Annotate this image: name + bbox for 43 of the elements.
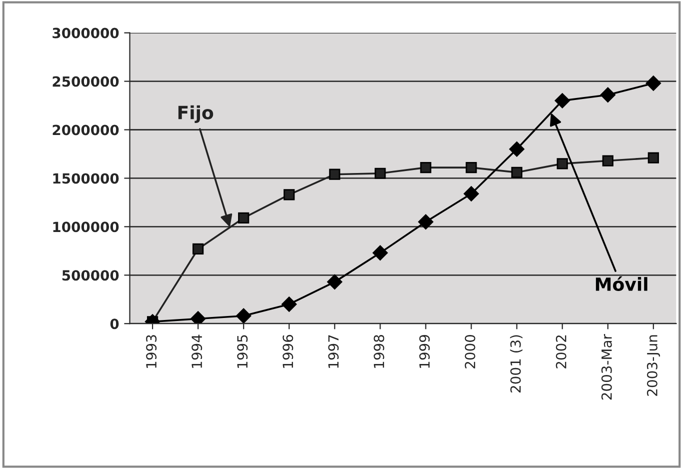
point — [282, 296, 297, 312]
x-tick-label: 1998 — [374, 334, 384, 368]
point — [420, 162, 432, 174]
point — [327, 274, 342, 290]
point — [284, 189, 295, 200]
point — [511, 166, 522, 178]
x-tick-label: 2003-Mar — [601, 334, 612, 400]
x-tick-label: 2000 — [464, 334, 476, 368]
y-tick-label: 1000000 — [53, 222, 119, 232]
point — [554, 93, 570, 108]
point — [509, 142, 524, 157]
point — [646, 76, 661, 91]
x-tick-label: 1994 — [192, 334, 202, 368]
point — [464, 186, 479, 202]
text: Móvil — [596, 276, 648, 292]
x-tick-label: 1996 — [282, 334, 294, 368]
point — [648, 152, 659, 164]
y-tick-label: 2000000 — [52, 124, 119, 136]
point — [418, 214, 434, 230]
x-tick-label: 2003-Jun — [646, 335, 660, 396]
point — [190, 311, 206, 324]
point — [602, 155, 614, 166]
point — [236, 308, 252, 324]
y-tick-label: 1500000 — [53, 173, 119, 184]
y-tick-label: 2500000 — [52, 76, 119, 87]
point — [466, 162, 477, 174]
point — [329, 168, 340, 180]
x-tick-label: 1999 — [419, 335, 430, 368]
point — [600, 87, 616, 102]
point — [238, 212, 250, 224]
x-tick-label: 2001 (3) — [510, 335, 522, 392]
y-tick-label: 500000 — [62, 270, 119, 281]
x-tick-label: 2002 — [556, 335, 566, 368]
text: Fijo — [178, 105, 214, 123]
point — [374, 168, 386, 179]
y-tick-label: 0 — [110, 318, 119, 330]
x-tick-label: 1993 — [146, 335, 157, 368]
point — [192, 243, 204, 255]
x-tick-label: 1997 — [328, 335, 339, 368]
point — [372, 245, 388, 260]
y-tick-label: 3000000 — [52, 28, 119, 38]
point — [556, 158, 568, 170]
x-tick-label: 1995 — [237, 335, 248, 368]
